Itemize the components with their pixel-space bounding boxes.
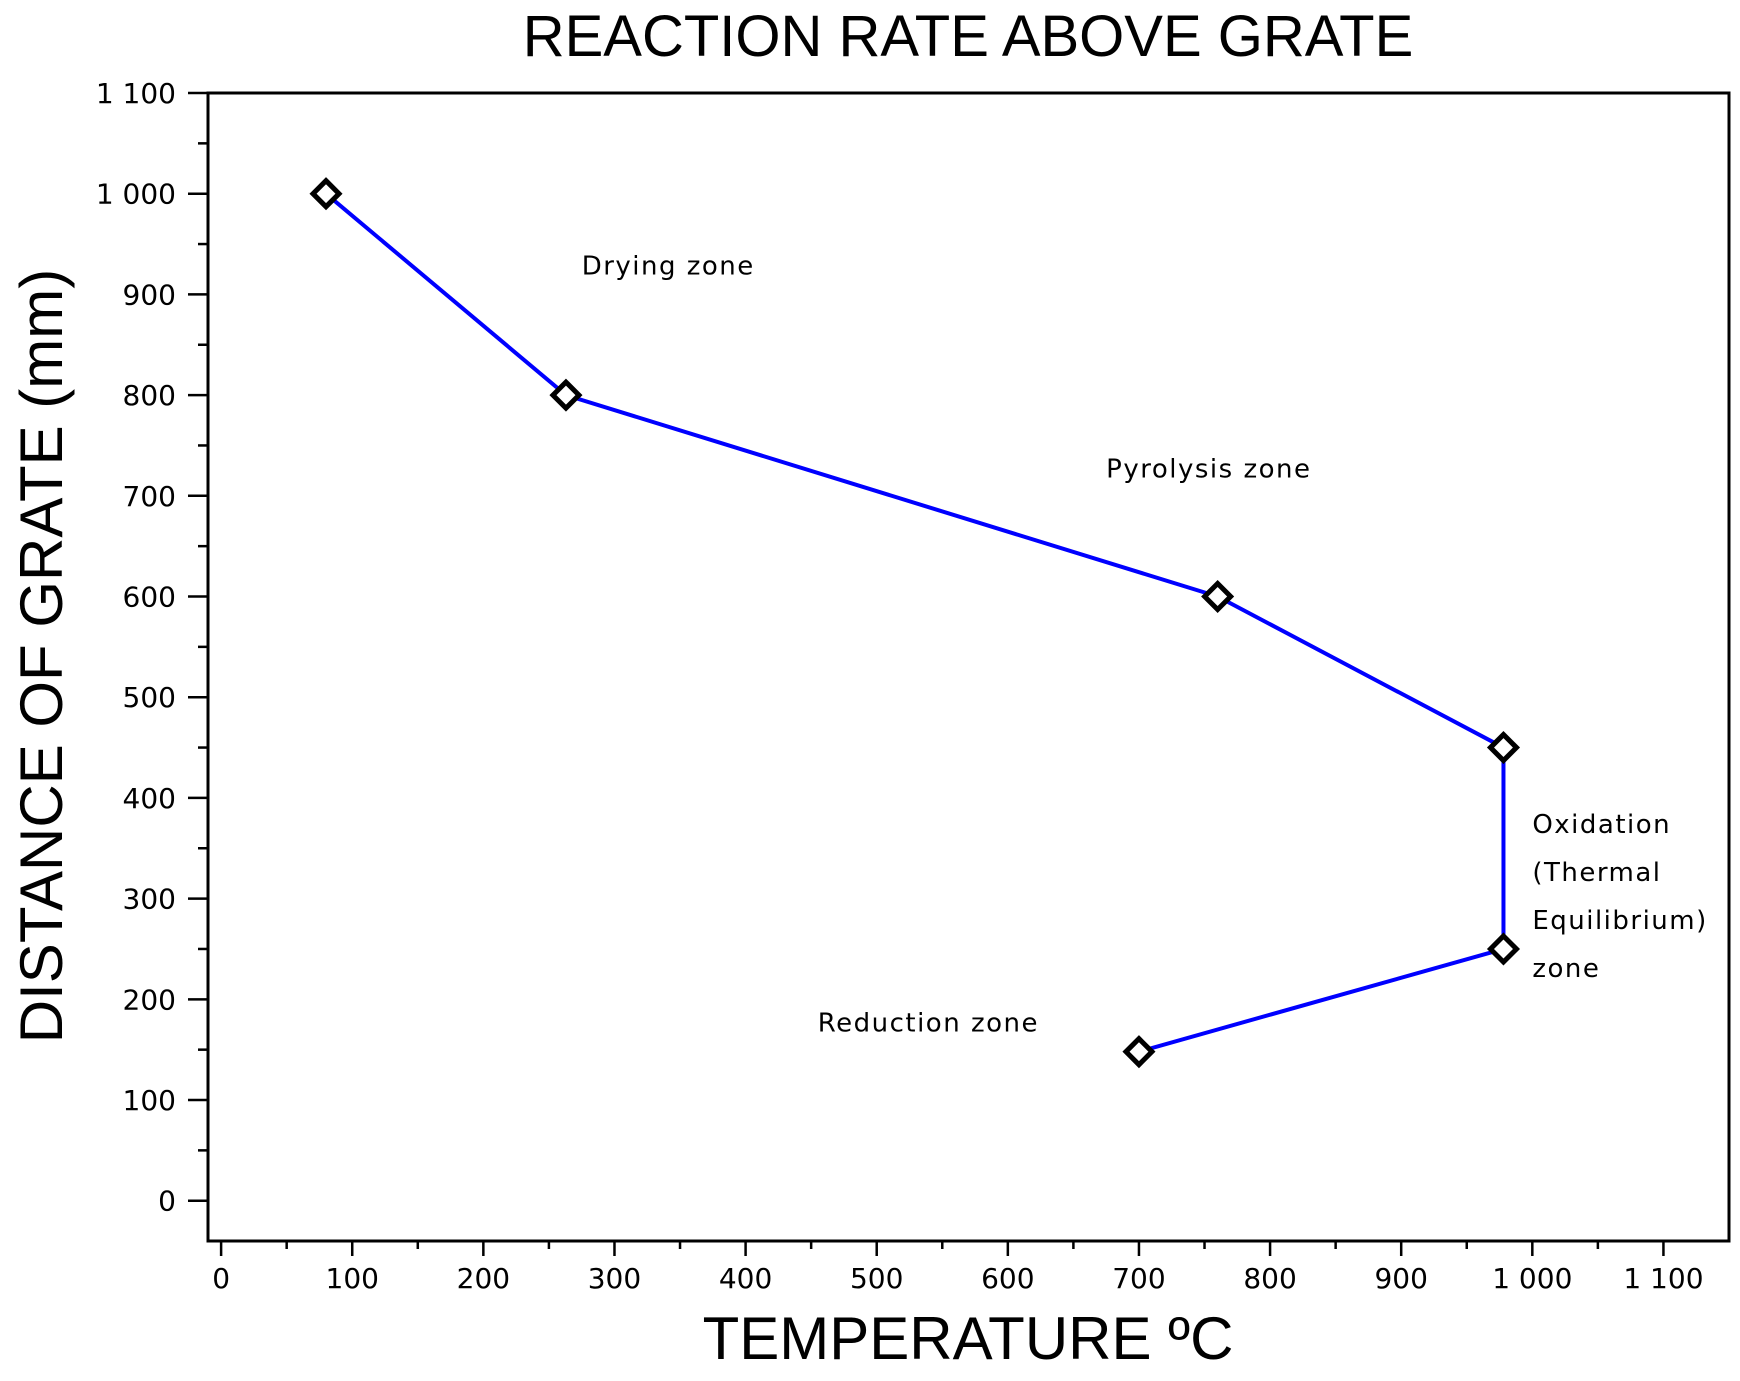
annotation-line: Reduction zone: [818, 1009, 1039, 1039]
x-tick-label: 1 000: [1492, 1262, 1572, 1295]
annotation-reduction: Reduction zone: [818, 1009, 1039, 1039]
annotation-oxidation: Oxidation (Thermal Equilibrium) zone: [1532, 810, 1707, 984]
data-point-marker: [1486, 731, 1521, 765]
annotation-line: Equilibrium): [1532, 906, 1707, 936]
data-point-marker: [309, 177, 343, 211]
y-tick-label: 100: [123, 1084, 176, 1117]
y-tick-label: 700: [123, 480, 176, 513]
x-tick-label: 800: [1243, 1262, 1296, 1295]
annotation-line: (Thermal: [1532, 858, 1661, 888]
y-tick-label: 500: [123, 681, 176, 714]
annotation-line: Pyrolysis zone: [1106, 455, 1311, 485]
y-axis-label: DISTANCE OF GRATE (mm): [8, 269, 75, 1043]
annotation-line: Oxidation: [1532, 810, 1671, 840]
series-group: [309, 177, 1521, 1069]
annotation-line: Drying zone: [582, 251, 755, 281]
y-tick-label: 200: [123, 983, 176, 1016]
x-axis-ticks: 0 100 200 300 400 500 600 700 800 900 1 000 1 100: [212, 1241, 1704, 1295]
plot-frame: [206, 91, 1731, 1243]
x-tick-label: 500: [850, 1262, 903, 1295]
y-tick-label: 300: [123, 883, 176, 916]
y-tick-label: 400: [123, 782, 176, 815]
x-tick-label: 100: [326, 1262, 379, 1295]
y-tick-label: 800: [123, 379, 176, 412]
y-tick-label: 600: [123, 581, 176, 614]
annotations: Drying zone Pyrolysis zone Oxidation (Therm…: [582, 251, 1707, 1039]
series-line: [324, 192, 1506, 1054]
y-tick-label: 900: [123, 278, 176, 311]
x-tick-label: 200: [457, 1262, 510, 1295]
data-point-marker: [549, 378, 583, 412]
x-tick-label: 400: [719, 1262, 772, 1295]
y-tick-label: 1 000: [96, 178, 176, 211]
annotation-drying: Drying zone: [582, 251, 755, 281]
annotation-line: zone: [1532, 954, 1600, 984]
chart-title: REACTION RATE ABOVE GRATE: [523, 4, 1414, 69]
y-axis-ticks: 0 100 200 300 400 500 600 700 800 900 1 000 1 100: [96, 77, 208, 1218]
annotation-pyrolysis: Pyrolysis zone: [1106, 455, 1311, 485]
y-tick-label: 0: [158, 1185, 176, 1218]
x-tick-label: 0: [212, 1262, 230, 1295]
y-tick-label: 1 100: [96, 77, 176, 110]
x-axis-label: TEMPERATURE ºC: [703, 1305, 1234, 1372]
x-tick-label: 600: [981, 1262, 1034, 1295]
data-point-marker: [1486, 932, 1521, 966]
x-tick-label: 300: [588, 1262, 641, 1295]
data-point-marker: [1122, 1035, 1156, 1069]
x-tick-label: 700: [1112, 1262, 1165, 1295]
data-point-marker: [1201, 579, 1235, 614]
x-tick-label: 900: [1374, 1262, 1427, 1295]
x-tick-label: 1 100: [1623, 1262, 1703, 1295]
